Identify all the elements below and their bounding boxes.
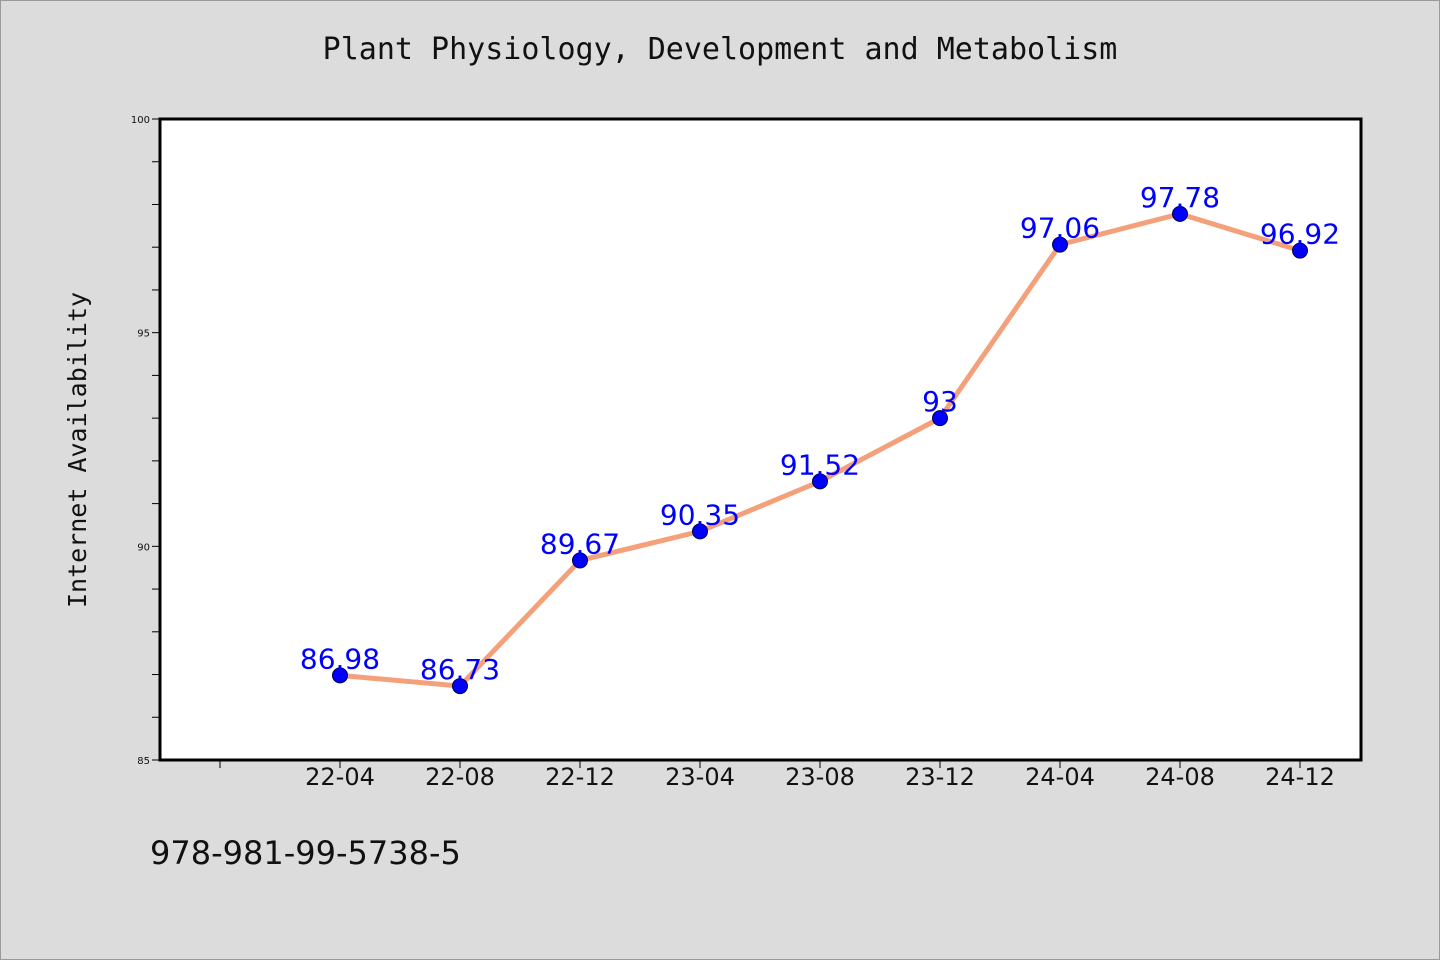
x-tick-label: 24-04 xyxy=(1025,763,1095,791)
data-point xyxy=(572,552,588,569)
y-tick-label: 95 xyxy=(137,329,150,340)
x-tick-label: 22-04 xyxy=(305,763,375,791)
data-label: 91.52 xyxy=(780,448,860,481)
plot-area xyxy=(158,117,1363,762)
series-layer: 86.98 86.73 89.67 90.35 91.52 93 97.06 97.78 96.… xyxy=(300,181,1340,695)
data-label: 89.67 xyxy=(540,527,620,560)
data-label: 93 xyxy=(922,385,958,418)
x-tick-label: 24-08 xyxy=(1145,763,1215,791)
data-label: 96.92 xyxy=(1260,218,1340,251)
data-label: 97.78 xyxy=(1140,181,1220,214)
data-point xyxy=(1172,205,1188,222)
data-label: 86.73 xyxy=(420,653,500,686)
data-point xyxy=(932,410,948,427)
footer-code: 978-981-99-5738-5 xyxy=(150,834,461,872)
y-axis-ticks: 85 90 95 100 xyxy=(131,115,160,767)
y-axis-label: Internet Availability xyxy=(63,292,92,608)
data-point xyxy=(1052,236,1068,253)
x-axis-ticks: 22-04 22-08 22-12 23-04 23-08 23-12 24-04 24-08… xyxy=(219,760,1335,791)
data-point xyxy=(692,523,708,540)
data-point xyxy=(812,473,828,490)
y-tick-label: 90 xyxy=(137,542,150,553)
y-tick-label: 100 xyxy=(131,115,150,126)
data-point xyxy=(332,667,348,684)
chart-title: Plant Physiology, Development and Metabo… xyxy=(322,32,1118,67)
data-point xyxy=(1292,242,1308,259)
y-tick-label: 85 xyxy=(137,756,150,767)
x-tick-label: 23-12 xyxy=(905,763,975,791)
x-tick-label: 23-08 xyxy=(785,763,855,791)
data-label: 97.06 xyxy=(1020,212,1100,245)
data-label: 90.35 xyxy=(660,498,740,531)
x-tick-label: 24-12 xyxy=(1265,763,1335,791)
data-point xyxy=(452,678,468,695)
x-tick-label: 22-08 xyxy=(425,763,495,791)
data-label: 86.98 xyxy=(300,642,380,675)
x-tick-label: 22-12 xyxy=(545,763,615,791)
x-tick-label: 23-04 xyxy=(665,763,735,791)
